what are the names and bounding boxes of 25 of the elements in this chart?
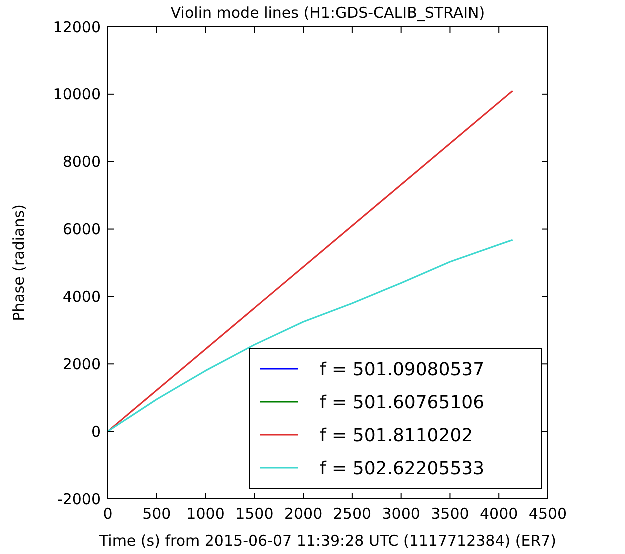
y-tick-label: 12000	[53, 18, 101, 36]
x-tick-label: 500	[142, 505, 172, 523]
y-tick-label: 8000	[62, 153, 101, 172]
legend-label: f = 502.62205533	[320, 458, 485, 480]
y-tick-label: 6000	[62, 220, 101, 239]
chart-title: Violin mode lines (H1:GDS-CALIB_STRAIN)	[170, 4, 486, 22]
y-tick-label: 2000	[62, 355, 101, 374]
legend-label: f = 501.8110202	[320, 425, 474, 446]
x-tick-label: 1000	[186, 505, 225, 523]
y-tick-label: 0	[91, 422, 101, 441]
y-tick-label: -2000	[57, 490, 101, 508]
y-tick-label: 10000	[53, 86, 101, 104]
x-axis-title: Time (s) from 2015-06-07 11:39:28 UTC (1117712384) (ER7)	[98, 532, 557, 550]
x-tick-label: 3000	[382, 505, 420, 523]
x-tick-label: 3500	[431, 505, 470, 523]
x-tick-label: 1500	[236, 505, 274, 523]
x-tick-label: 2500	[333, 505, 372, 523]
y-axis-title: Phase (radians)	[10, 204, 28, 322]
x-tick-label: 4000	[480, 505, 518, 523]
x-tick-label: 2000	[284, 505, 323, 523]
y-tick-label: 4000	[62, 288, 101, 306]
legend-label: f = 501.60765106	[320, 392, 485, 414]
x-tick-label: 0	[103, 505, 113, 523]
legend-label: f = 501.09080537	[320, 359, 485, 380]
x-tick-label: 4500	[528, 505, 568, 523]
